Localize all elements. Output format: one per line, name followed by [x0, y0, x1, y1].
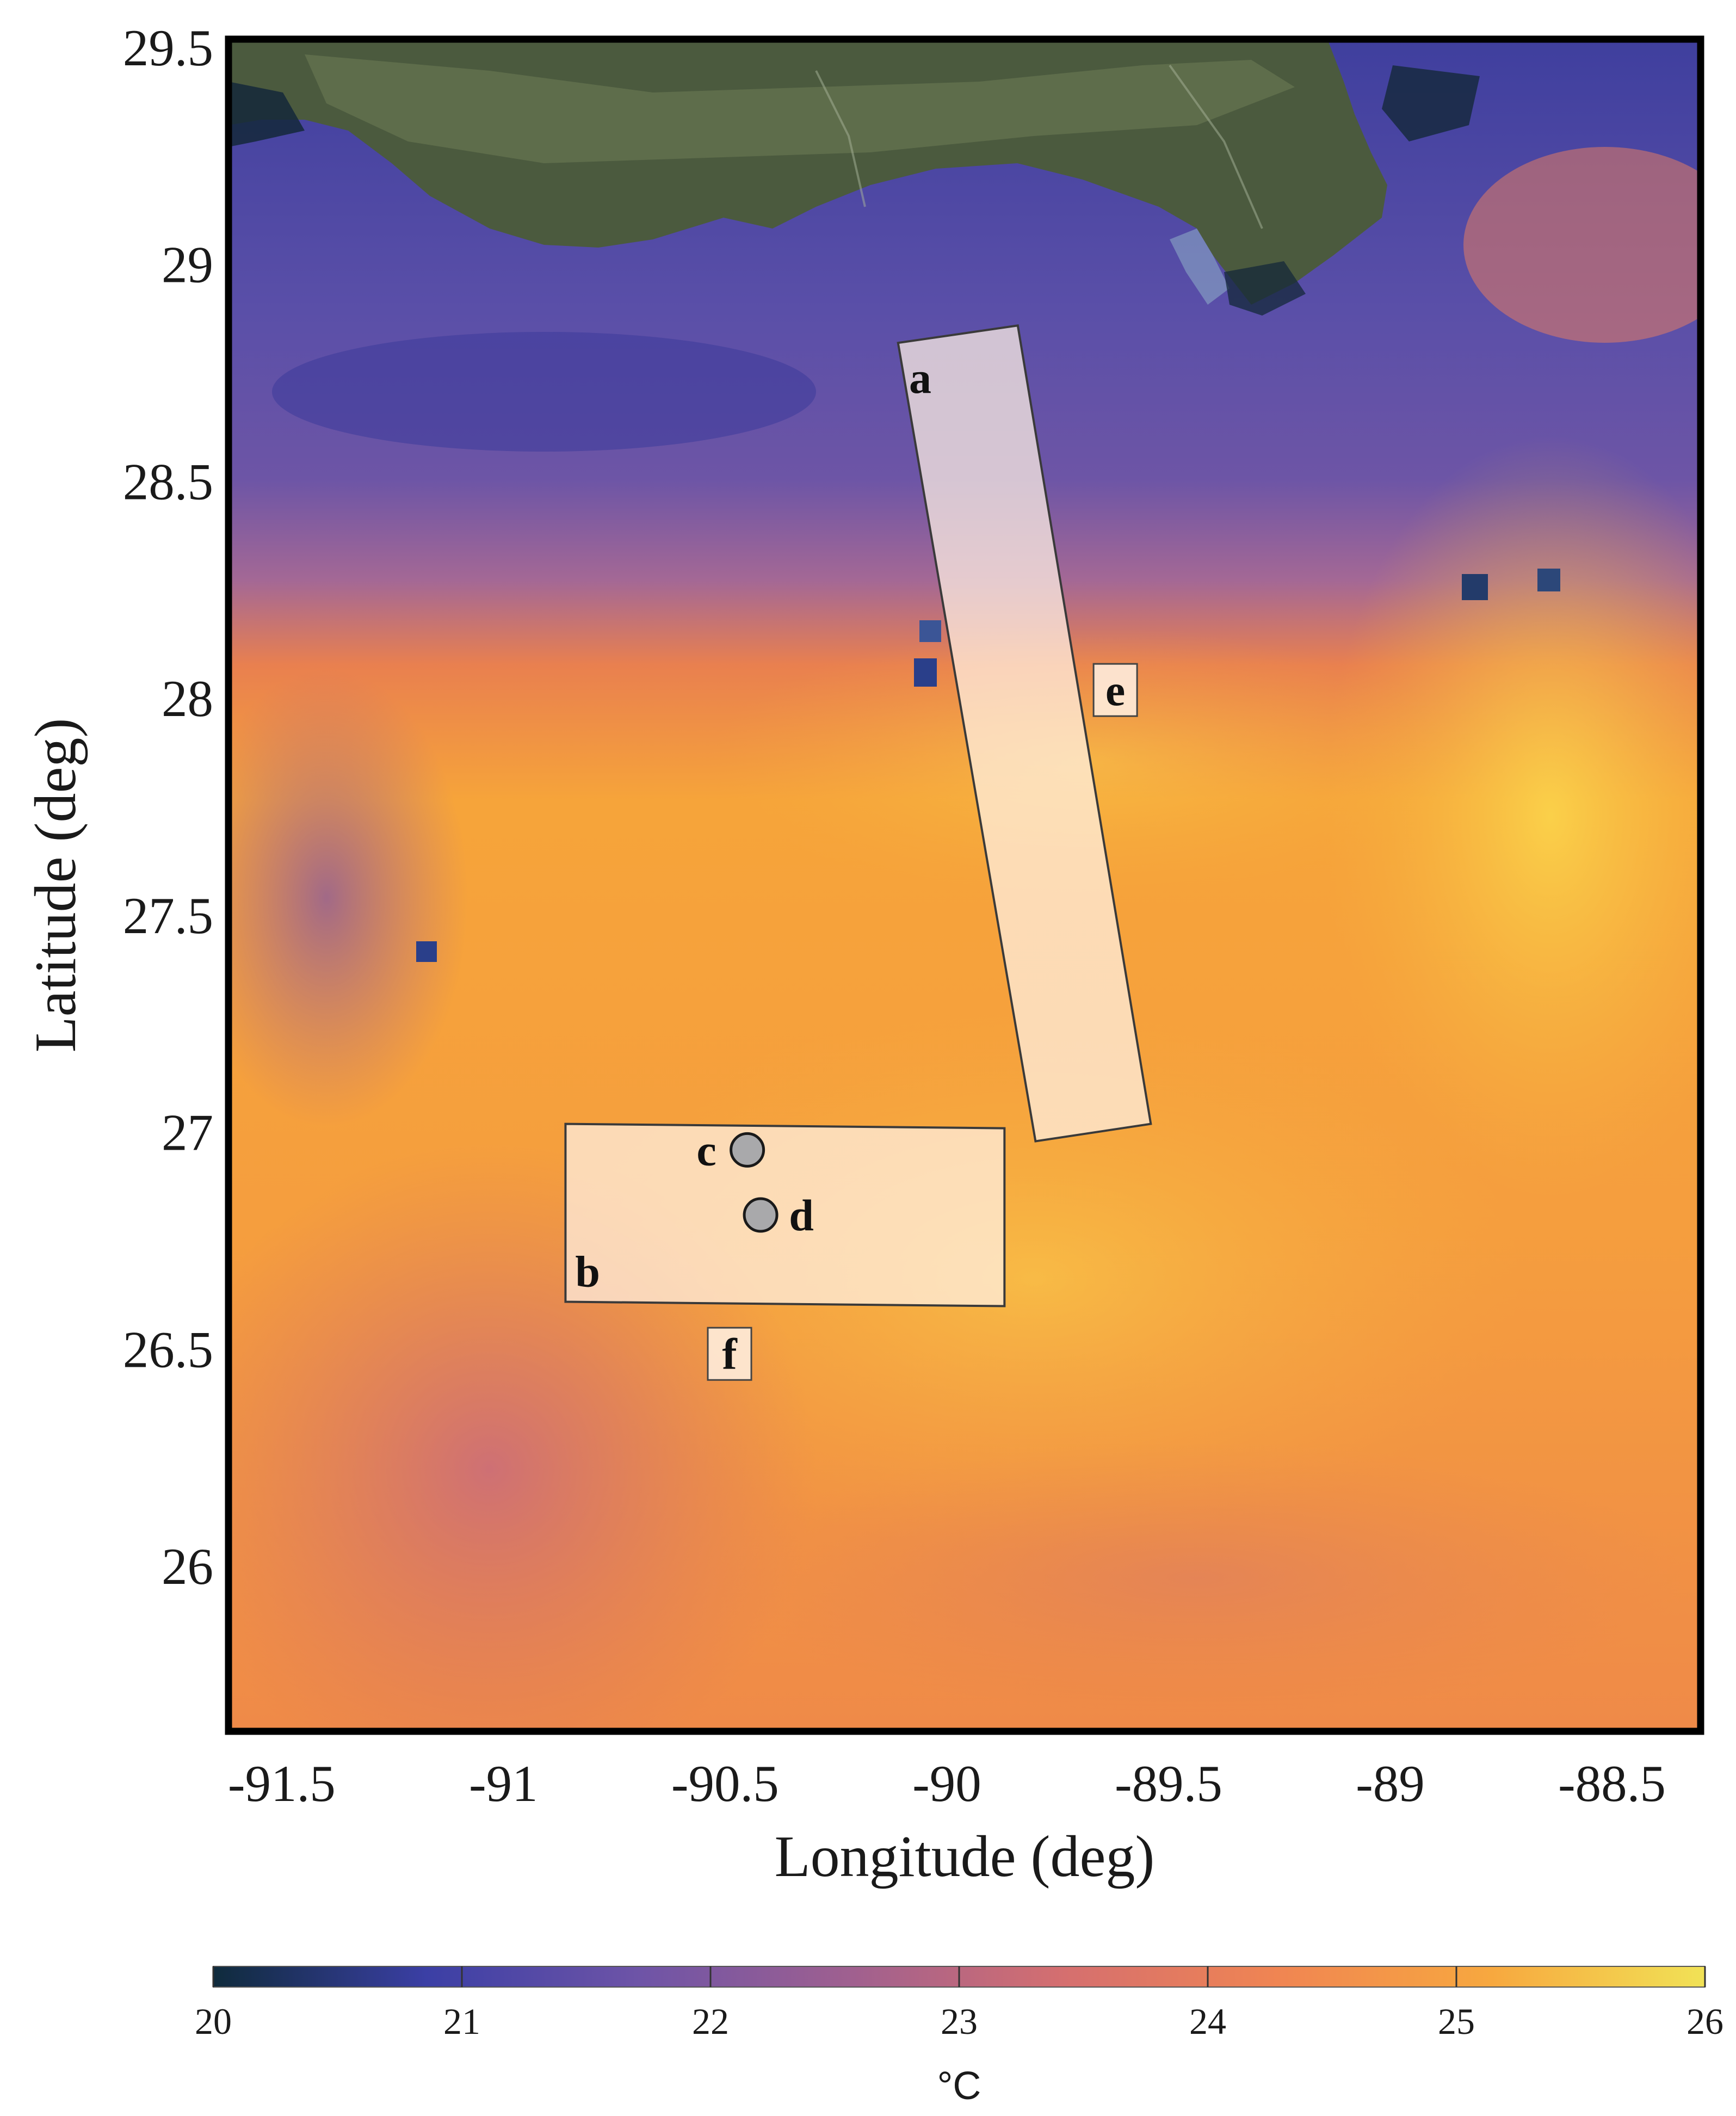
colorbar-tick-label: 24 [1189, 2001, 1226, 2042]
x-tick-label: -89 [1356, 1755, 1425, 1812]
x-tick-label: -91.5 [228, 1755, 336, 1812]
masked-pixel [416, 941, 437, 962]
x-tick-label: -90 [912, 1755, 981, 1812]
point-c-label: c [696, 1125, 716, 1175]
y-tick-label: 26.5 [123, 1321, 213, 1378]
colorbar-tick-label: 22 [692, 2001, 729, 2042]
y-tick-label: 29.5 [123, 19, 213, 77]
x-axis-label: Longitude (deg) [775, 1824, 1155, 1889]
y-tick-label: 26 [162, 1538, 213, 1595]
x-tick-label: -88.5 [1558, 1755, 1666, 1812]
colorbar-tick-label: 23 [941, 2001, 978, 2042]
colorbar-tick-label: 20 [195, 2001, 232, 2042]
point-d-label: d [789, 1190, 814, 1240]
y-axis-ticks: 29.5 29 28.5 28 27.5 27 26.5 26 [123, 19, 213, 1595]
masked-pixel [919, 620, 941, 642]
colorbar-tick-label: 25 [1438, 2001, 1475, 2042]
region-a-box [897, 324, 1152, 1143]
point-c-marker [730, 1132, 765, 1168]
y-tick-label: 28.5 [123, 453, 213, 510]
study-regions: a b c d e f [564, 324, 1152, 1381]
y-tick-label: 29 [162, 236, 213, 294]
y-tick-label: 27.5 [123, 887, 213, 945]
colorbar: 20 21 22 23 24 25 26 °C [195, 1966, 1723, 2108]
y-axis-label: Latitude (deg) [23, 718, 88, 1053]
region-a-label: a [909, 353, 931, 403]
x-axis-ticks: -91.5 -91 -90.5 -90 -89.5 -89 -88.5 [228, 1755, 1666, 1812]
point-d-marker [743, 1197, 779, 1233]
colorbar-unit: °C [937, 2064, 981, 2108]
x-tick-label: -89.5 [1115, 1755, 1222, 1812]
region-b-box [564, 1122, 1006, 1307]
masked-pixel [1537, 569, 1560, 591]
y-tick-label: 27 [162, 1104, 213, 1162]
masked-pixel [914, 658, 937, 687]
colorbar-ticks: 20 21 22 23 24 25 26 [195, 1966, 1723, 2042]
x-tick-label: -91 [469, 1755, 538, 1812]
sst-map [228, 39, 1701, 1731]
boxed-label-f-box [707, 1327, 752, 1381]
boxed-label-f: f [722, 1329, 738, 1379]
y-tick-label: 28 [162, 670, 213, 727]
x-tick-label: -90.5 [671, 1755, 779, 1812]
boxed-label-e-box [1092, 663, 1138, 717]
region-b-label: b [575, 1247, 600, 1297]
boxed-label-e: e [1105, 665, 1125, 715]
map-frame [225, 35, 1704, 1735]
colorbar-tick-label: 21 [443, 2001, 480, 2042]
colorbar-tick-label: 26 [1686, 2001, 1723, 2042]
masked-pixel [1462, 574, 1488, 600]
